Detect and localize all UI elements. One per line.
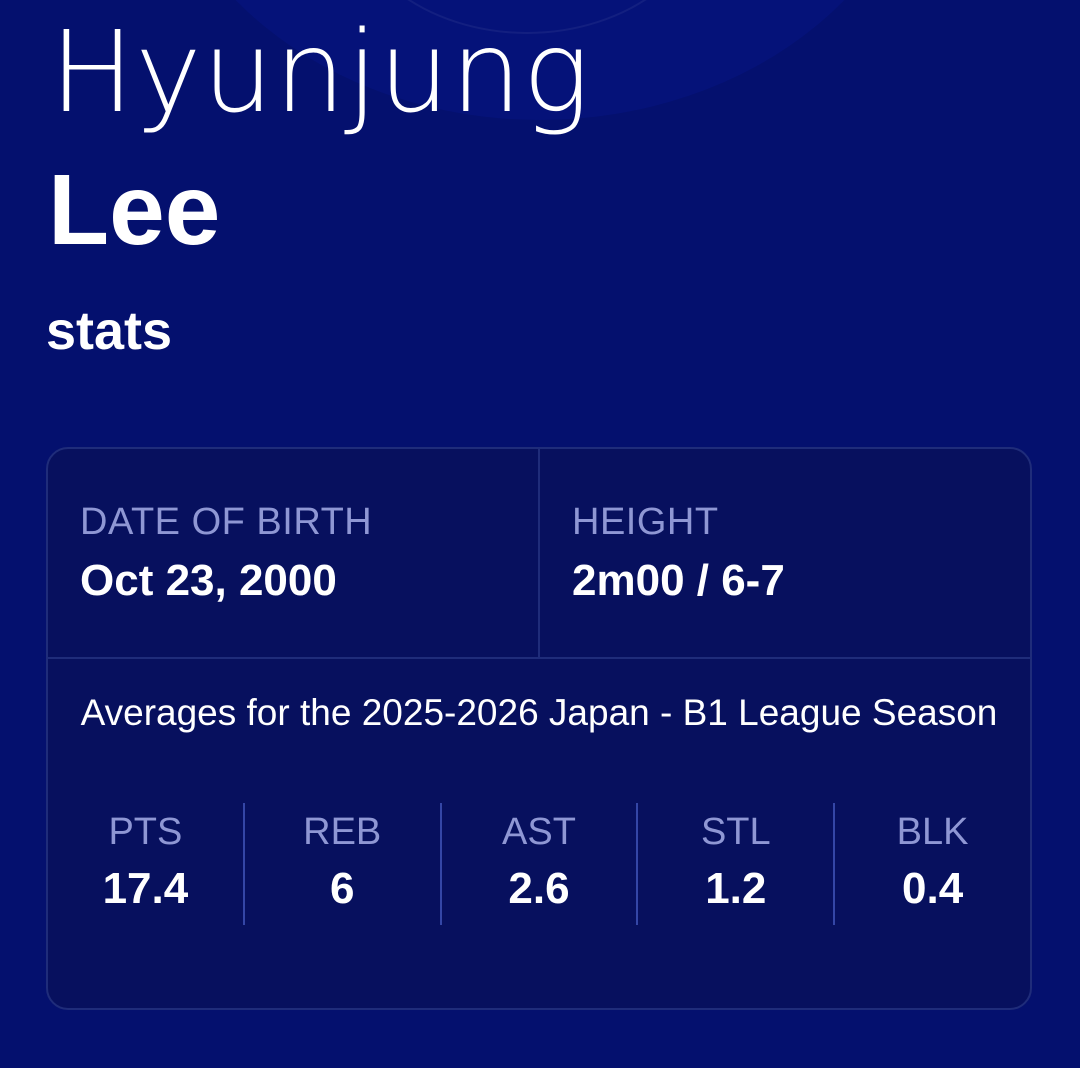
stat-label: REB [303,811,382,853]
stat-reb: REB 6 [242,803,440,925]
stat-value: 6 [329,864,355,913]
dob-label: DATE OF BIRTH [80,501,373,543]
stat-label: AST [502,811,576,853]
stats-row: PTS 17.4 REB 6 AST 2.6 STL 1.2 BLK 0.4 [48,803,1030,925]
dob-cell: DATE OF BIRTH Oct 23, 2000 [48,449,538,657]
player-first-name: Hyunjung [50,8,591,138]
stat-label: PTS [108,811,183,853]
height-label: HEIGHT [572,501,719,543]
season-caption: Averages for the 2025-2026 Japan - B1 Le… [80,692,998,733]
dob-value: Oct 23, 2000 [80,556,337,605]
height-cell: HEIGHT 2m00 / 6-7 [538,449,1030,657]
stat-label: BLK [896,811,969,853]
stat-blk: BLK 0.4 [833,803,1030,925]
height-value: 2m00 / 6-7 [572,556,785,605]
section-subtitle: stats [46,301,173,361]
stat-stl: STL 1.2 [636,803,833,925]
stat-value: 2.6 [508,864,570,913]
stat-value: 0.4 [902,864,964,913]
stat-pts: PTS 17.4 [48,803,243,925]
bio-row: DATE OF BIRTH Oct 23, 2000 HEIGHT 2m00 /… [48,449,1030,659]
stat-label: STL [700,811,771,853]
stat-value: 1.2 [705,864,767,913]
stat-ast: AST 2.6 [439,803,637,925]
player-last-name: Lee [48,154,221,266]
stats-card: DATE OF BIRTH Oct 23, 2000 HEIGHT 2m00 /… [46,447,1032,1010]
stat-value: 17.4 [102,864,189,913]
